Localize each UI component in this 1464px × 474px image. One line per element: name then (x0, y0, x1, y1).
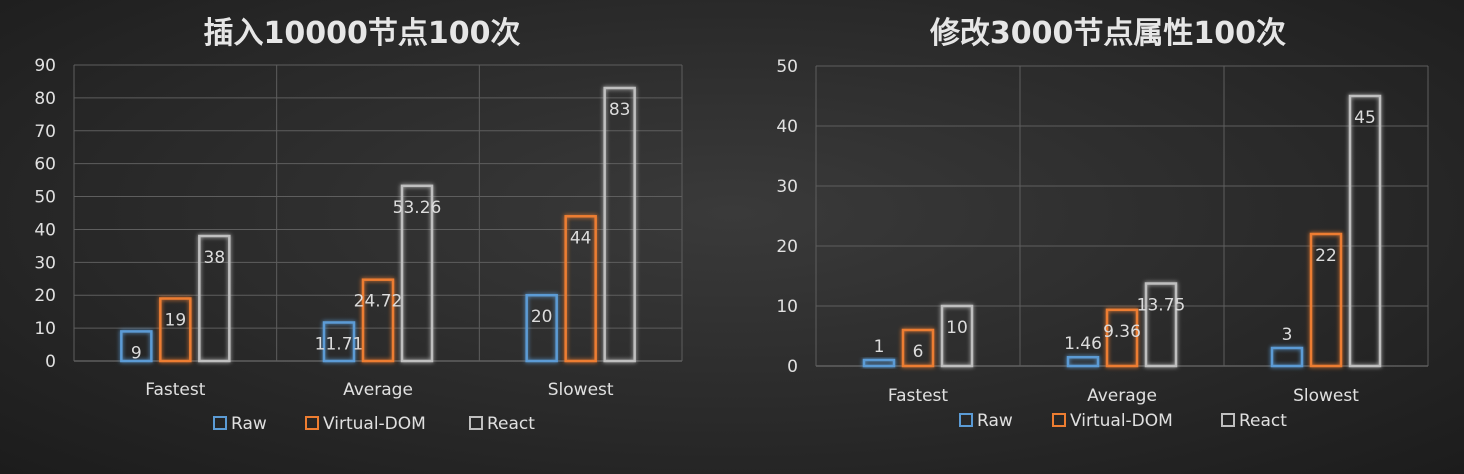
bar (1270, 346, 1304, 368)
y-tick-label: 40 (34, 220, 56, 240)
bar (525, 293, 558, 363)
data-label: 6 (913, 342, 924, 362)
category-label: Fastest (145, 380, 205, 400)
legend-swatch (469, 416, 483, 430)
y-tick-label: 90 (34, 56, 56, 76)
data-label: 9.36 (1103, 322, 1141, 342)
legend-swatch (305, 416, 319, 430)
data-label: 53.26 (393, 198, 442, 218)
category-label: Average (1087, 386, 1157, 406)
bar (1309, 232, 1343, 368)
legend-swatch (1221, 413, 1235, 427)
y-tick-label: 10 (34, 319, 56, 339)
data-label: 9 (131, 343, 142, 363)
bar (1144, 282, 1178, 368)
y-tick-label: 60 (34, 155, 56, 175)
bar (120, 330, 153, 363)
y-tick-label: 0 (45, 352, 56, 372)
bar (1105, 308, 1139, 368)
data-label: 10 (946, 318, 968, 338)
legend-label: React (1239, 411, 1287, 431)
data-label: 11.71 (315, 334, 364, 354)
bar (940, 304, 974, 368)
legend-label: Virtual-DOM (323, 414, 426, 434)
data-label: 38 (204, 248, 226, 268)
legend-label: React (487, 414, 535, 434)
data-label: 1.46 (1064, 334, 1102, 354)
bar (564, 215, 597, 363)
legend-swatch (213, 416, 227, 430)
data-label: 24.72 (354, 292, 403, 312)
bar (603, 86, 636, 363)
y-tick-label: 10 (776, 297, 798, 317)
chart-title: 修改3000节点属性100次 (929, 16, 1286, 51)
bar (862, 358, 896, 368)
data-label: 20 (531, 307, 553, 327)
y-tick-label: 80 (34, 89, 56, 109)
data-label: 13.75 (1137, 296, 1186, 316)
y-tick-label: 50 (34, 188, 56, 208)
bar (322, 321, 356, 363)
bar (198, 234, 231, 363)
bar (901, 328, 935, 368)
data-label: 19 (165, 311, 187, 331)
y-tick-label: 0 (787, 357, 798, 377)
y-tick-label: 20 (34, 286, 56, 306)
y-tick-label: 20 (776, 237, 798, 257)
y-tick-label: 70 (34, 122, 56, 142)
bar (400, 184, 434, 363)
category-label: Slowest (548, 380, 614, 400)
data-label: 1 (874, 337, 885, 357)
legend-swatch (1052, 413, 1066, 427)
data-label: 44 (570, 228, 592, 248)
legend-label: Virtual-DOM (1070, 411, 1173, 431)
y-tick-label: 30 (776, 177, 798, 197)
data-label: 22 (1315, 246, 1337, 266)
legend-label: Raw (231, 414, 267, 434)
bar (1348, 94, 1382, 368)
y-tick-label: 50 (776, 57, 798, 77)
bar (1066, 355, 1100, 368)
y-tick-label: 30 (34, 253, 56, 273)
chart-title: 插入10000节点100次 (204, 16, 521, 51)
data-label: 83 (609, 100, 631, 120)
legend-swatch (959, 413, 973, 427)
data-label: 3 (1282, 325, 1293, 345)
category-label: Average (343, 380, 413, 400)
bar (159, 297, 192, 363)
category-label: Fastest (888, 386, 948, 406)
category-label: Slowest (1293, 386, 1359, 406)
bar (361, 278, 395, 363)
y-tick-label: 40 (776, 117, 798, 137)
legend-label: Raw (977, 411, 1013, 431)
data-label: 45 (1354, 108, 1376, 128)
